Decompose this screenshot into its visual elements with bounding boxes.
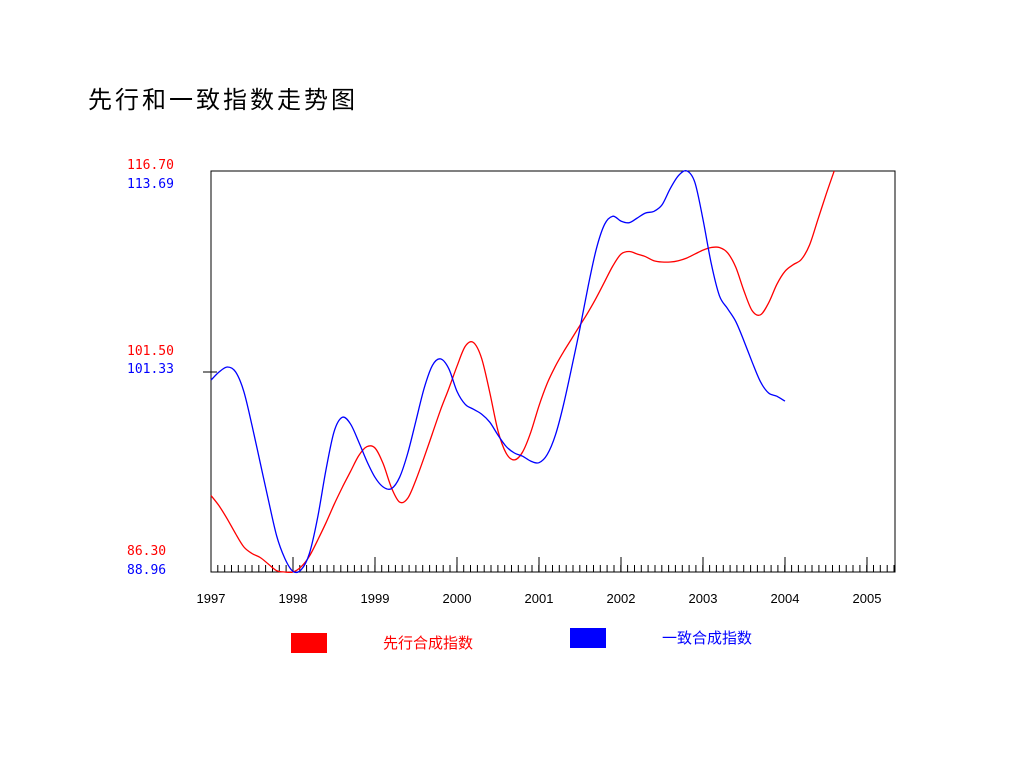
- x-tick-label: 2004: [771, 591, 800, 606]
- legend-label-leading: 先行合成指数: [383, 634, 473, 652]
- series-lines: [210, 169, 835, 574]
- series-line-1: [210, 169, 786, 574]
- right-axis-mid-label: 101.33: [127, 362, 174, 377]
- x-axis-labels: 1997 1998 1999 2000 2001 2002 2003 2004 2005: [197, 591, 882, 606]
- right-axis-max-label: 113.69: [127, 177, 174, 192]
- x-tick-label: 2005: [853, 591, 882, 606]
- x-tick-label: 2001: [525, 591, 554, 606]
- legend-swatch-red: [291, 633, 327, 653]
- series-line-0: [210, 170, 835, 574]
- x-tick-label: 2000: [443, 591, 472, 606]
- x-major-ticks: [210, 557, 868, 572]
- x-minor-ticks: [210, 565, 895, 572]
- right-axis-min-label: 88.96: [127, 563, 166, 578]
- legend-label-coincident: 一致合成指数: [662, 629, 752, 647]
- left-axis-min-label: 86.30: [127, 544, 166, 559]
- x-tick-label: 1998: [279, 591, 308, 606]
- legend-swatch-blue: [570, 628, 606, 648]
- x-tick-label: 2003: [689, 591, 718, 606]
- x-tick-label: 1997: [197, 591, 226, 606]
- left-axis-max-label: 116.70: [127, 158, 174, 173]
- x-tick-label: 1999: [361, 591, 390, 606]
- x-tick-label: 2002: [607, 591, 636, 606]
- left-axis-mid-label: 101.50: [127, 344, 174, 359]
- page-title: 先行和一致指数走势图: [88, 86, 358, 114]
